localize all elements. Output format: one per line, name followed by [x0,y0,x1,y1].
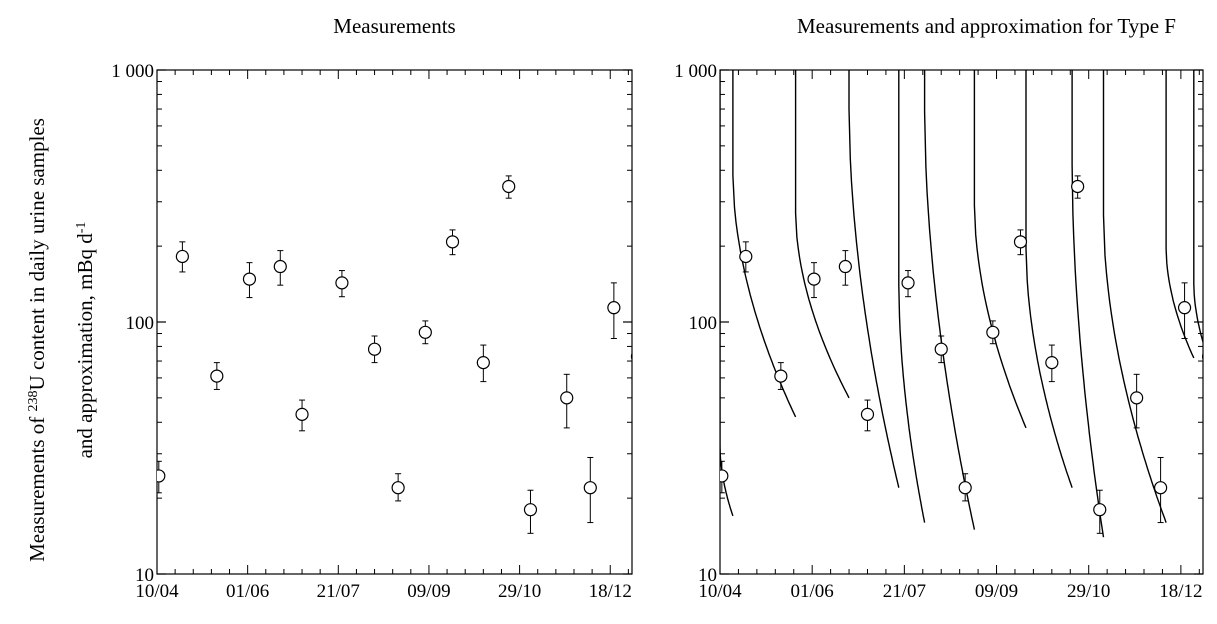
x-tick-label: 29/10 [498,581,541,602]
data-point [583,481,597,495]
data-point [901,276,915,290]
data-point [860,407,875,421]
data-point [1201,352,1203,361]
chart-panel-approximation: Measurements and approximation for Type … [674,14,1204,602]
data-point [560,391,574,405]
chart-panel-measurements: Measurements 10 100 1 000 10/04 01/06 21/07 09/… [111,14,633,602]
approximation-segment [1193,70,1203,345]
data-point [1093,503,1107,517]
approximation-segment [1025,70,1073,488]
data-point [157,469,166,483]
approximation-segment [732,70,797,418]
data-point [1130,391,1144,405]
chart-title: Measurements [333,14,455,38]
data-point [1071,179,1085,194]
data-point [1013,235,1028,249]
approximation-segment [973,70,1027,429]
data-point [739,249,753,264]
data-point [175,249,189,264]
y-tick-label: 100 [126,313,155,334]
approximation-curve [720,70,1203,538]
measurement-series [720,175,1203,534]
x-tick-label: 01/06 [226,581,269,602]
approximation-segment [1071,70,1105,538]
approximation-segment [794,70,850,399]
data-point [523,503,538,517]
data-point [273,259,287,274]
data-point [838,259,852,274]
data-point [986,325,1000,339]
approximation-segment [1102,70,1167,523]
data-point [295,407,309,421]
y-axis-label-line1: Measurements of 238U content in daily ur… [25,118,49,562]
data-point [391,481,405,495]
data-point [1045,356,1059,370]
x-tick-label: 10/04 [135,581,179,602]
data-point [476,356,490,370]
data-point [958,481,972,495]
data-point [502,179,516,194]
x-tick-label: 18/12 [589,581,632,602]
data-point [807,272,821,286]
x-tick-label: 09/09 [407,581,450,602]
data-point [242,272,257,286]
y-axis-label: Measurements of 238U content in daily ur… [25,118,97,562]
data-point [607,301,621,315]
x-tick-label: 21/07 [317,581,360,602]
data-point [1177,301,1192,315]
approximation-segment [848,70,900,488]
x-tick-label: 10/04 [698,581,742,602]
data-point [630,352,632,361]
y-axis-label-line2: and approximation, mBq d-1 [73,222,97,459]
data-point [774,369,788,383]
x-tick-label: 01/06 [791,581,834,602]
y-tick-label: 1 000 [674,61,717,82]
data-point [335,276,349,290]
x-tick-label: 21/07 [883,581,926,602]
x-tick-label: 29/10 [1067,581,1110,602]
y-tick-label: 10 [698,565,717,586]
y-tick-label: 100 [689,313,718,334]
data-point [720,469,729,483]
x-tick-label: 09/09 [975,581,1018,602]
approximation-segment [1165,70,1195,359]
x-tick-label: 18/12 [1159,581,1202,602]
data-point [445,235,460,249]
data-point [210,369,224,383]
approximation-segment [898,70,926,523]
data-point [934,342,948,356]
data-point [367,342,382,356]
data-point [1153,481,1168,495]
chart-title: Measurements and approximation for Type … [797,14,1176,38]
approximation-segment [720,70,734,517]
plot-frame [719,69,1204,575]
measurement-series [157,175,632,534]
approximation-segment [923,70,976,530]
y-tick-label: 1 000 [111,61,154,82]
data-point [418,325,432,339]
y-tick-label: 10 [135,565,154,586]
plot-frame [156,69,633,575]
